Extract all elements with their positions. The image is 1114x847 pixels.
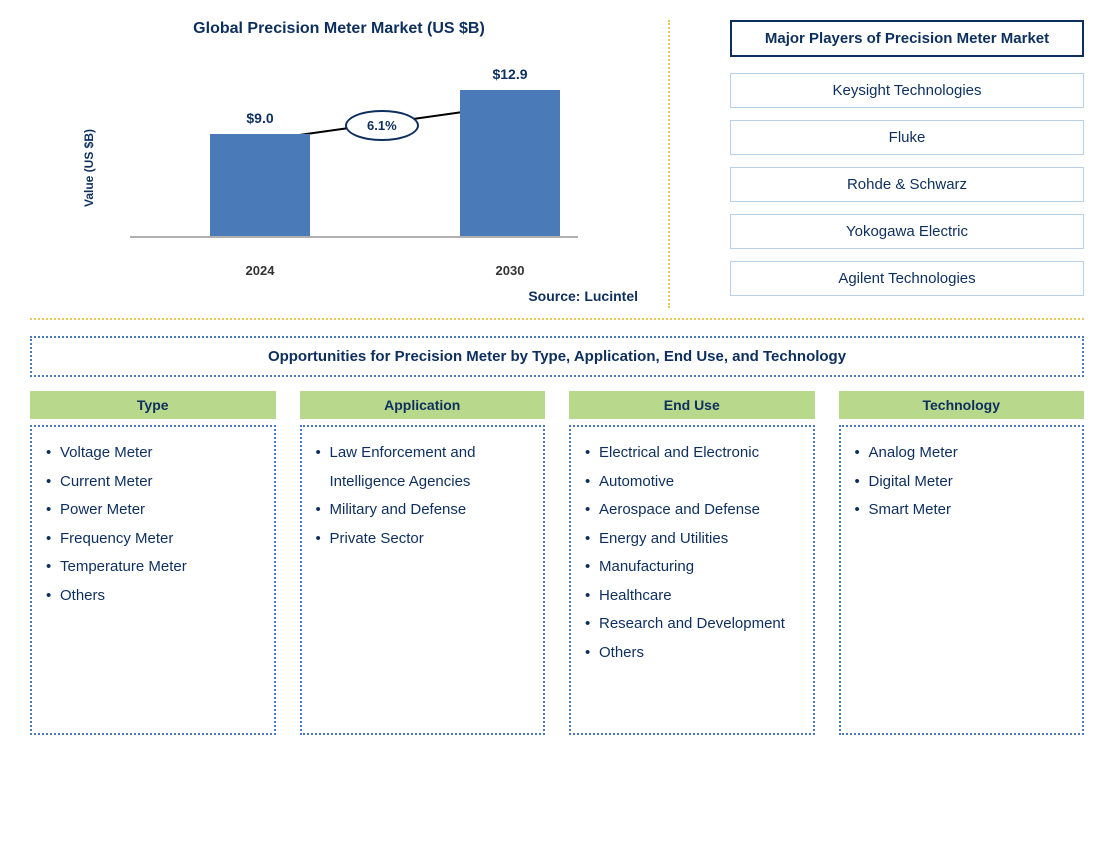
list-item: Military and Defense (316, 496, 534, 525)
top-section: Global Precision Meter Market (US $B) Va… (30, 20, 1084, 320)
chart-area: Global Precision Meter Market (US $B) Va… (30, 20, 670, 308)
player-item: Yokogawa Electric (730, 214, 1084, 249)
list-item: Aerospace and Defense (585, 496, 803, 525)
list-item: Energy and Utilities (585, 525, 803, 554)
column-body: Electrical and Electronic Automotive Aer… (569, 425, 815, 735)
list-item: Smart Meter (855, 496, 1073, 525)
source-label: Source: Lucintel (30, 288, 648, 304)
column-header: Technology (839, 391, 1085, 419)
list-item: Digital Meter (855, 468, 1073, 497)
column-application: Application Law Enforcement and Intellig… (300, 391, 546, 735)
player-item: Keysight Technologies (730, 73, 1084, 108)
list-item: Electrical and Electronic (585, 439, 803, 468)
column-end-use: End Use Electrical and Electronic Automo… (569, 391, 815, 735)
bar-value-2024: $9.0 (246, 110, 273, 126)
column-body: Law Enforcement and Intelligence Agencie… (300, 425, 546, 735)
list-item: Private Sector (316, 525, 534, 554)
bar-2024: $9.0 (210, 134, 310, 236)
column-header: End Use (569, 391, 815, 419)
player-item: Fluke (730, 120, 1084, 155)
list-item: Temperature Meter (46, 553, 264, 582)
list-item: Automotive (585, 468, 803, 497)
column-body: Voltage Meter Current Meter Power Meter … (30, 425, 276, 735)
opportunities-title: Opportunities for Precision Meter by Typ… (30, 336, 1084, 377)
opportunities-columns: Type Voltage Meter Current Meter Power M… (30, 391, 1084, 735)
list-item: Law Enforcement and Intelligence Agencie… (316, 439, 534, 496)
bar-value-2030: $12.9 (492, 66, 527, 82)
column-header: Type (30, 391, 276, 419)
column-header: Application (300, 391, 546, 419)
list-item: Manufacturing (585, 553, 803, 582)
chart-plot: 6.1% $9.0 $12.9 (130, 68, 578, 238)
list-item: Healthcare (585, 582, 803, 611)
bar-chart: Value (US $B) 6.1% $9.0 $12.9 2024 2030 (80, 68, 598, 268)
player-item: Agilent Technologies (730, 261, 1084, 296)
players-title: Major Players of Precision Meter Market (730, 20, 1084, 57)
x-label-2024: 2024 (246, 263, 275, 278)
x-label-2030: 2030 (496, 263, 525, 278)
list-item: Others (585, 639, 803, 668)
list-item: Current Meter (46, 468, 264, 497)
chart-title: Global Precision Meter Market (US $B) (30, 20, 648, 38)
bar-2030: $12.9 (460, 90, 560, 236)
list-item: Others (46, 582, 264, 611)
growth-rate-label: 6.1% (345, 110, 419, 141)
list-item: Analog Meter (855, 439, 1073, 468)
major-players-panel: Major Players of Precision Meter Market … (670, 20, 1084, 308)
list-item: Frequency Meter (46, 525, 264, 554)
column-type: Type Voltage Meter Current Meter Power M… (30, 391, 276, 735)
y-axis-label: Value (US $B) (82, 129, 96, 207)
player-item: Rohde & Schwarz (730, 167, 1084, 202)
column-technology: Technology Analog Meter Digital Meter Sm… (839, 391, 1085, 735)
list-item: Power Meter (46, 496, 264, 525)
list-item: Research and Development (585, 610, 803, 639)
list-item: Voltage Meter (46, 439, 264, 468)
column-body: Analog Meter Digital Meter Smart Meter (839, 425, 1085, 735)
